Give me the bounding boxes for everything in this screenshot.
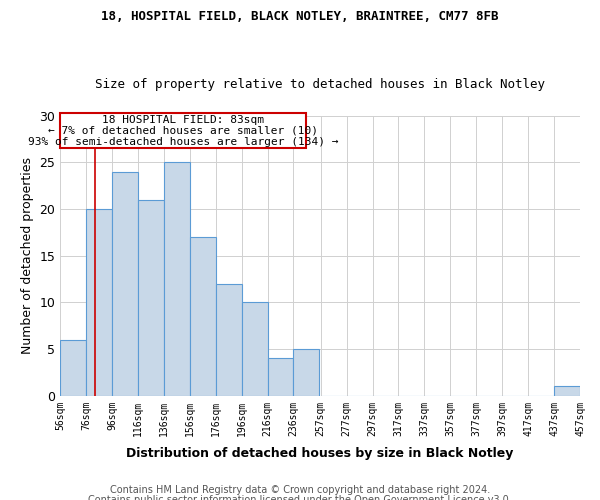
Bar (164, 162, 190, 396)
Bar (190, 237, 215, 396)
Y-axis label: Number of detached properties: Number of detached properties (21, 158, 34, 354)
Bar (268, 358, 293, 396)
Text: ← 7% of detached houses are smaller (10): ← 7% of detached houses are smaller (10) (48, 126, 318, 136)
Bar (554, 386, 580, 396)
Text: Contains HM Land Registry data © Crown copyright and database right 2024.: Contains HM Land Registry data © Crown c… (110, 485, 490, 495)
Text: 18, HOSPITAL FIELD, BLACK NOTLEY, BRAINTREE, CM77 8FB: 18, HOSPITAL FIELD, BLACK NOTLEY, BRAINT… (101, 10, 499, 23)
Bar (60, 340, 86, 396)
Bar (215, 284, 242, 396)
Bar (242, 302, 268, 396)
Text: Contains public sector information licensed under the Open Government Licence v3: Contains public sector information licen… (88, 495, 512, 500)
Title: Size of property relative to detached houses in Black Notley: Size of property relative to detached ho… (95, 78, 545, 91)
Bar (293, 349, 319, 396)
Text: 18 HOSPITAL FIELD: 83sqm: 18 HOSPITAL FIELD: 83sqm (102, 115, 264, 125)
Bar (112, 172, 138, 396)
FancyBboxPatch shape (60, 113, 307, 148)
Bar (138, 200, 164, 396)
X-axis label: Distribution of detached houses by size in Black Notley: Distribution of detached houses by size … (127, 447, 514, 460)
Text: 93% of semi-detached houses are larger (134) →: 93% of semi-detached houses are larger (… (28, 137, 338, 147)
Bar (86, 209, 112, 396)
